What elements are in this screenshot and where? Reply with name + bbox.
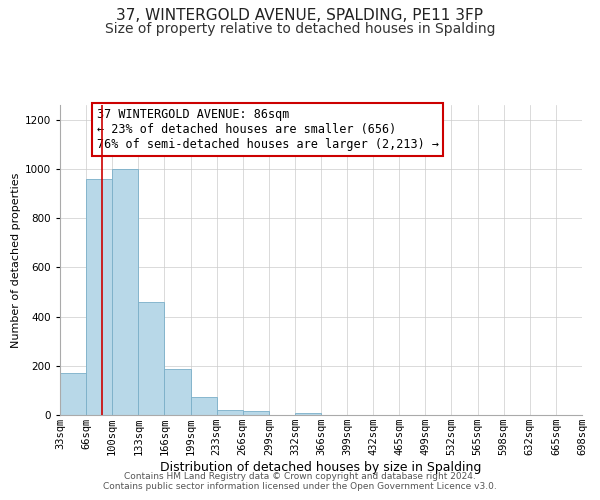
- X-axis label: Distribution of detached houses by size in Spalding: Distribution of detached houses by size …: [160, 461, 482, 474]
- Text: Size of property relative to detached houses in Spalding: Size of property relative to detached ho…: [105, 22, 495, 36]
- Bar: [138, 302, 164, 415]
- Bar: [295, 412, 321, 415]
- Bar: [112, 169, 138, 415]
- Bar: [60, 373, 86, 415]
- Text: Contains public sector information licensed under the Open Government Licence v3: Contains public sector information licen…: [103, 482, 497, 491]
- Bar: [242, 412, 269, 415]
- Text: 37, WINTERGOLD AVENUE, SPALDING, PE11 3FP: 37, WINTERGOLD AVENUE, SPALDING, PE11 3F…: [116, 8, 484, 22]
- Bar: [164, 370, 191, 415]
- Text: Contains HM Land Registry data © Crown copyright and database right 2024.: Contains HM Land Registry data © Crown c…: [124, 472, 476, 481]
- Bar: [217, 410, 242, 415]
- Text: 37 WINTERGOLD AVENUE: 86sqm
← 23% of detached houses are smaller (656)
76% of se: 37 WINTERGOLD AVENUE: 86sqm ← 23% of det…: [97, 108, 439, 151]
- Bar: [86, 179, 112, 415]
- Bar: [191, 396, 217, 415]
- Y-axis label: Number of detached properties: Number of detached properties: [11, 172, 20, 348]
